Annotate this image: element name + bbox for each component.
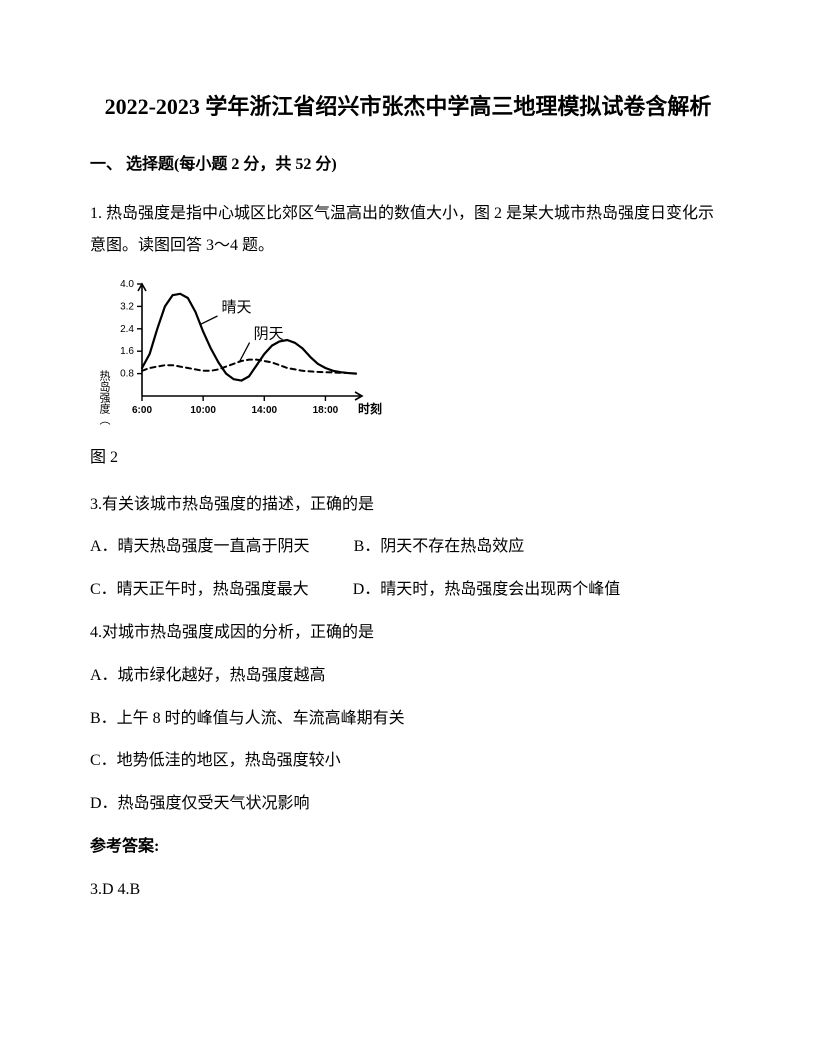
svg-text:14:00: 14:00 xyxy=(251,405,277,416)
q3-option-d: D．晴天时，热岛强度会出现两个峰值 xyxy=(353,576,621,605)
q3-option-b: B．阴天不存在热岛效应 xyxy=(354,533,525,562)
q3-option-c: C．晴天正午时，热岛强度最大 xyxy=(90,576,309,605)
answer-label: 参考答案: xyxy=(90,833,726,862)
q3-options-row1: A．晴天热岛强度一直高于阴天 B．阴天不存在热岛效应 xyxy=(90,533,726,562)
q3-stem: 3.有关该城市热岛强度的描述，正确的是 xyxy=(90,491,726,520)
q4-option-a: A．城市绿化越好，热岛强度越高 xyxy=(90,662,726,691)
answer-line: 3.D 4.B xyxy=(90,876,726,905)
q3-options-row2: C．晴天正午时，热岛强度最大 D．晴天时，热岛强度会出现两个峰值 xyxy=(90,576,726,605)
q4-stem: 4.对城市热岛强度成因的分析，正确的是 xyxy=(90,619,726,648)
svg-text:阴天: 阴天 xyxy=(254,325,284,342)
exam-title: 2022-2023 学年浙江省绍兴市张杰中学高三地理模拟试卷含解析 xyxy=(90,90,726,123)
svg-text:10:00: 10:00 xyxy=(190,405,216,416)
q1-intro: 1. 热岛强度是指中心城区比郊区气温高出的数值大小，图 2 是某大城市热岛强度日… xyxy=(90,198,726,262)
svg-text:时刻: 时刻 xyxy=(358,401,382,416)
heat-island-chart: 0.8 1.6 2.4 3.2 4.0 6:00 10:00 14:00 18:00 热岛强度（℃… xyxy=(90,276,726,426)
svg-text:3.2: 3.2 xyxy=(120,301,134,312)
q4-option-b: B．上午 8 时的峰值与人流、车流高峰期有关 xyxy=(90,705,726,734)
q4-option-d: D．热岛强度仅受天气状况影响 xyxy=(90,790,726,819)
svg-text:1.6: 1.6 xyxy=(120,346,134,357)
section-1-heading: 一、 选择题(每小题 2 分，共 52 分) xyxy=(90,151,726,180)
q4-option-c: C．地势低洼的地区，热岛强度较小 xyxy=(90,747,726,776)
chart-svg: 0.8 1.6 2.4 3.2 4.0 6:00 10:00 14:00 18:00 热岛强度（℃… xyxy=(90,276,390,426)
q3-option-a: A．晴天热岛强度一直高于阴天 xyxy=(90,533,310,562)
svg-text:热岛强度（℃）: 热岛强度（℃） xyxy=(98,369,111,425)
svg-text:18:00: 18:00 xyxy=(313,405,339,416)
svg-text:4.0: 4.0 xyxy=(120,279,134,290)
svg-text:晴天: 晴天 xyxy=(221,299,251,316)
figure-2-label: 图 2 xyxy=(90,444,726,473)
svg-text:2.4: 2.4 xyxy=(120,324,134,335)
svg-text:6:00: 6:00 xyxy=(132,405,152,416)
svg-text:0.8: 0.8 xyxy=(120,368,134,379)
